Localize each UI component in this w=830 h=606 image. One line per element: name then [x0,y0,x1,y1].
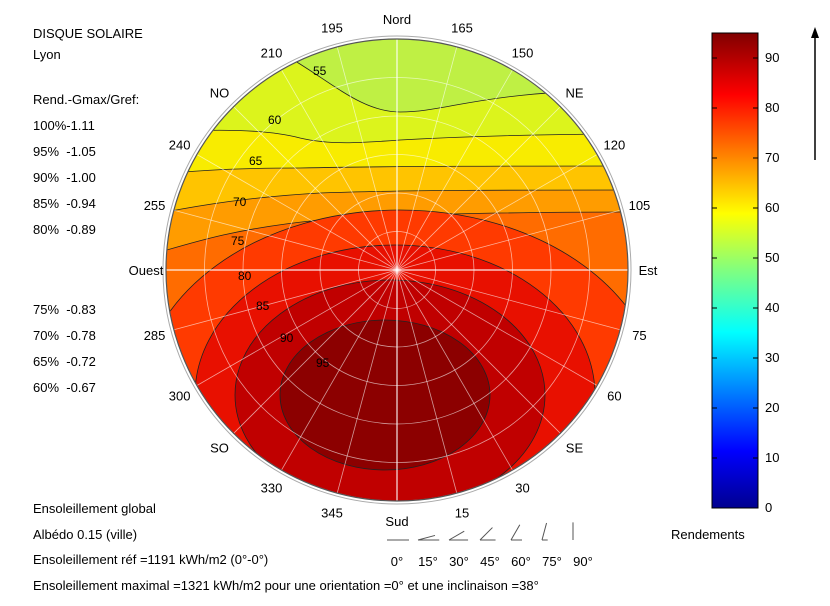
azimuth-label: NE [565,86,583,101]
colorbar-tick-label: 90 [765,50,779,65]
city-label: Lyon [33,47,61,62]
grid-radial [396,269,598,386]
grid-radial [336,269,398,494]
azimuth-label: 60 [607,389,621,404]
ratio-heading: Rend.-Gmax/Gref: [33,92,140,107]
ratio-row: 65% -0.72 [33,354,96,369]
colorbar-tick-label: 60 [765,200,779,215]
azimuth-label: 195 [321,21,343,36]
grid-radial [396,46,458,271]
grid-radial [173,269,398,331]
grid-radial [396,69,513,271]
contour-band-95 [279,319,491,471]
grid-radial [396,269,561,434]
ratio-row: 80% -0.89 [33,222,96,237]
grid-radial [396,106,561,271]
grid-radial [396,269,621,331]
grid-radial [396,269,513,471]
azimuth-label: 330 [261,480,283,495]
contour-label: 95 [316,356,330,370]
azimuth-label: 30 [515,480,529,495]
ratio-row: 85% -0.94 [33,196,96,211]
azimuth-label: 150 [512,46,534,61]
azimuth-label: NO [210,86,230,101]
azimuth-label: SE [566,440,584,455]
contour-label: 85 [256,299,270,313]
tilt-label: 60° [511,554,531,569]
tilt-label: 45° [480,554,500,569]
grid-radial [281,269,398,471]
tilt-label: 90° [573,554,593,569]
colorbar-tick-label: 10 [765,450,779,465]
grid-radial [396,269,458,494]
contour-label: 80 [238,269,252,283]
grid-radial [396,209,621,271]
grid-radial [396,154,598,271]
disc-border [165,38,629,502]
tilt-icon [479,527,493,541]
colorbar-tick-label: 0 [765,500,772,515]
grid-radial [233,106,398,271]
disc-outer-ring [162,35,632,505]
azimuth-label: 105 [629,198,651,213]
ratio-row: 60% -0.67 [33,380,96,395]
ratio-row: 100%-1.11 [33,118,95,133]
tilt-icon [448,530,465,541]
colorbar-tick-label: 70 [765,150,779,165]
contour-label: 75 [231,234,245,248]
ratio-row: 70% -0.78 [33,328,96,343]
grid-radial [281,69,398,271]
ratio-row: 90% -1.00 [33,170,96,185]
tilt-label: 0° [391,554,403,569]
contour-label: 70 [233,195,247,209]
grid-radial [336,46,398,271]
azimuth-label: 15 [455,505,469,520]
grid-radial [196,269,398,386]
tilt-icon [541,522,548,541]
azimuth-label: 210 [261,46,283,61]
azimuth-label: Sud [385,514,408,529]
colorbar-tick-label: 50 [765,250,779,265]
contour-label: 55 [313,64,327,78]
footer-line2: Albédo 0.15 (ville) [33,527,138,542]
colorbar [711,32,759,509]
grid-radial [233,269,398,434]
footer-line3: Ensoleillement réf =1191 kWh/m2 (0°-0°) [33,552,269,567]
ratio-row: 75% -0.83 [33,302,96,317]
contour-label: 90 [280,331,294,345]
arrow-head-icon [811,27,819,38]
azimuth-label: 285 [144,328,166,343]
azimuth-label: Est [639,263,658,278]
contour-label: 60 [268,113,282,127]
azimuth-label: 345 [321,505,343,520]
azimuth-label: 75 [632,328,646,343]
azimuth-label: Nord [383,12,411,27]
grid-radial [173,209,398,271]
azimuth-label: 300 [169,389,191,404]
azimuth-label: 165 [451,21,473,36]
tilt-label: 30° [449,554,469,569]
tilt-icon [510,524,521,541]
tilt-label: 15° [418,554,438,569]
tilt-icon [417,534,436,541]
footer-line4: Ensoleillement maximal =1321 kWh/m2 pour… [33,578,539,593]
tilt-label: 75° [542,554,562,569]
grid-radial [196,154,398,271]
colorbar-tick-label: 40 [765,300,779,315]
colorbar-tick-label: 20 [765,400,779,415]
colorbar-tick-label: 80 [765,100,779,115]
footer-line1: Ensoleillement global [33,501,156,516]
azimuth-label: SO [210,440,229,455]
azimuth-label: Ouest [129,263,164,278]
ratio-row: 95% -1.05 [33,144,96,159]
azimuth-label: 255 [144,198,166,213]
azimuth-label: 240 [169,138,191,153]
colorbar-label: Rendements [671,527,745,542]
contour-label: 65 [249,154,263,168]
chart-title: DISQUE SOLAIRE [33,26,143,41]
colorbar-tick-label: 30 [765,350,779,365]
azimuth-label: 120 [604,138,626,153]
